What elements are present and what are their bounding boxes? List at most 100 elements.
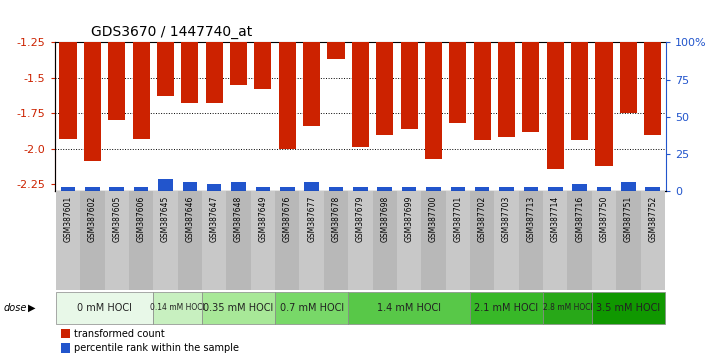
- Bar: [449, 42, 467, 123]
- Text: GSM387678: GSM387678: [331, 196, 341, 242]
- Bar: [60, 343, 70, 353]
- Bar: [280, 187, 295, 191]
- Bar: [85, 187, 100, 191]
- Text: transformed count: transformed count: [74, 329, 165, 339]
- Text: 0.7 mM HOCl: 0.7 mM HOCl: [280, 303, 344, 313]
- Bar: [60, 42, 76, 139]
- Text: GSM387606: GSM387606: [137, 196, 146, 242]
- Bar: [275, 292, 348, 324]
- Text: GSM387700: GSM387700: [429, 196, 438, 242]
- Bar: [230, 42, 247, 85]
- Bar: [178, 191, 202, 290]
- Bar: [572, 184, 587, 191]
- Text: GSM387605: GSM387605: [112, 196, 122, 242]
- Bar: [154, 191, 178, 290]
- Text: GSM387713: GSM387713: [526, 196, 535, 242]
- Bar: [402, 187, 416, 191]
- Bar: [446, 191, 470, 290]
- Text: 3.5 mM HOCl: 3.5 mM HOCl: [596, 303, 660, 313]
- Text: dose: dose: [4, 303, 27, 313]
- Bar: [621, 182, 636, 191]
- Text: 0.14 mM HOCl: 0.14 mM HOCl: [150, 303, 205, 313]
- Bar: [571, 42, 588, 140]
- Bar: [592, 191, 616, 290]
- Bar: [378, 187, 392, 191]
- Text: GSM387645: GSM387645: [161, 196, 170, 242]
- Text: GDS3670 / 1447740_at: GDS3670 / 1447740_at: [91, 25, 252, 39]
- Bar: [348, 191, 373, 290]
- Bar: [498, 42, 515, 137]
- Text: GSM387698: GSM387698: [380, 196, 389, 242]
- Bar: [519, 191, 543, 290]
- Bar: [60, 329, 70, 338]
- Bar: [279, 42, 296, 149]
- Bar: [183, 182, 197, 191]
- Text: GSM387751: GSM387751: [624, 196, 633, 242]
- Bar: [597, 187, 612, 191]
- Bar: [592, 292, 665, 324]
- Text: 0.35 mM HOCl: 0.35 mM HOCl: [203, 303, 274, 313]
- Text: GSM387714: GSM387714: [551, 196, 560, 242]
- Text: GSM387702: GSM387702: [478, 196, 487, 242]
- Bar: [205, 42, 223, 103]
- Bar: [232, 182, 246, 191]
- Bar: [596, 42, 612, 166]
- Text: GSM387601: GSM387601: [63, 196, 73, 242]
- Bar: [157, 42, 174, 96]
- Bar: [299, 191, 324, 290]
- Text: 2.1 mM HOCl: 2.1 mM HOCl: [475, 303, 539, 313]
- Bar: [158, 179, 173, 191]
- Text: GSM387646: GSM387646: [186, 196, 194, 242]
- Text: GSM387649: GSM387649: [258, 196, 267, 242]
- Text: GSM387716: GSM387716: [575, 196, 584, 242]
- Bar: [499, 187, 514, 191]
- Bar: [202, 292, 275, 324]
- Text: GSM387647: GSM387647: [210, 196, 218, 242]
- Bar: [226, 191, 250, 290]
- Bar: [207, 184, 221, 191]
- Bar: [641, 191, 665, 290]
- Bar: [329, 187, 343, 191]
- Bar: [644, 42, 661, 135]
- Text: 2.8 mM HOCl: 2.8 mM HOCl: [542, 303, 593, 313]
- Bar: [134, 187, 149, 191]
- Bar: [275, 191, 299, 290]
- Bar: [56, 292, 154, 324]
- Bar: [426, 187, 440, 191]
- Text: GSM387701: GSM387701: [454, 196, 462, 242]
- Text: ▶: ▶: [28, 303, 35, 313]
- Text: percentile rank within the sample: percentile rank within the sample: [74, 343, 240, 353]
- Bar: [132, 42, 150, 139]
- Bar: [422, 191, 446, 290]
- Text: 0 mM HOCl: 0 mM HOCl: [77, 303, 132, 313]
- Bar: [397, 191, 422, 290]
- Bar: [616, 191, 641, 290]
- Text: GSM387679: GSM387679: [356, 196, 365, 242]
- Bar: [303, 42, 320, 126]
- Text: GSM387648: GSM387648: [234, 196, 243, 242]
- Bar: [202, 191, 226, 290]
- Bar: [547, 42, 563, 169]
- Bar: [474, 42, 491, 140]
- Bar: [304, 182, 319, 191]
- Text: GSM387699: GSM387699: [405, 196, 414, 242]
- Bar: [543, 292, 592, 324]
- Bar: [328, 42, 344, 59]
- Bar: [105, 191, 129, 290]
- Bar: [494, 191, 519, 290]
- Text: GSM387752: GSM387752: [648, 196, 657, 242]
- Bar: [425, 42, 442, 159]
- Bar: [80, 191, 105, 290]
- Bar: [129, 191, 154, 290]
- Bar: [470, 191, 494, 290]
- Bar: [84, 42, 101, 161]
- Bar: [567, 191, 592, 290]
- Bar: [543, 191, 567, 290]
- Bar: [470, 292, 543, 324]
- Bar: [60, 187, 75, 191]
- Bar: [108, 42, 125, 120]
- Bar: [400, 42, 418, 129]
- Bar: [254, 42, 272, 89]
- Bar: [250, 191, 275, 290]
- Bar: [352, 42, 369, 147]
